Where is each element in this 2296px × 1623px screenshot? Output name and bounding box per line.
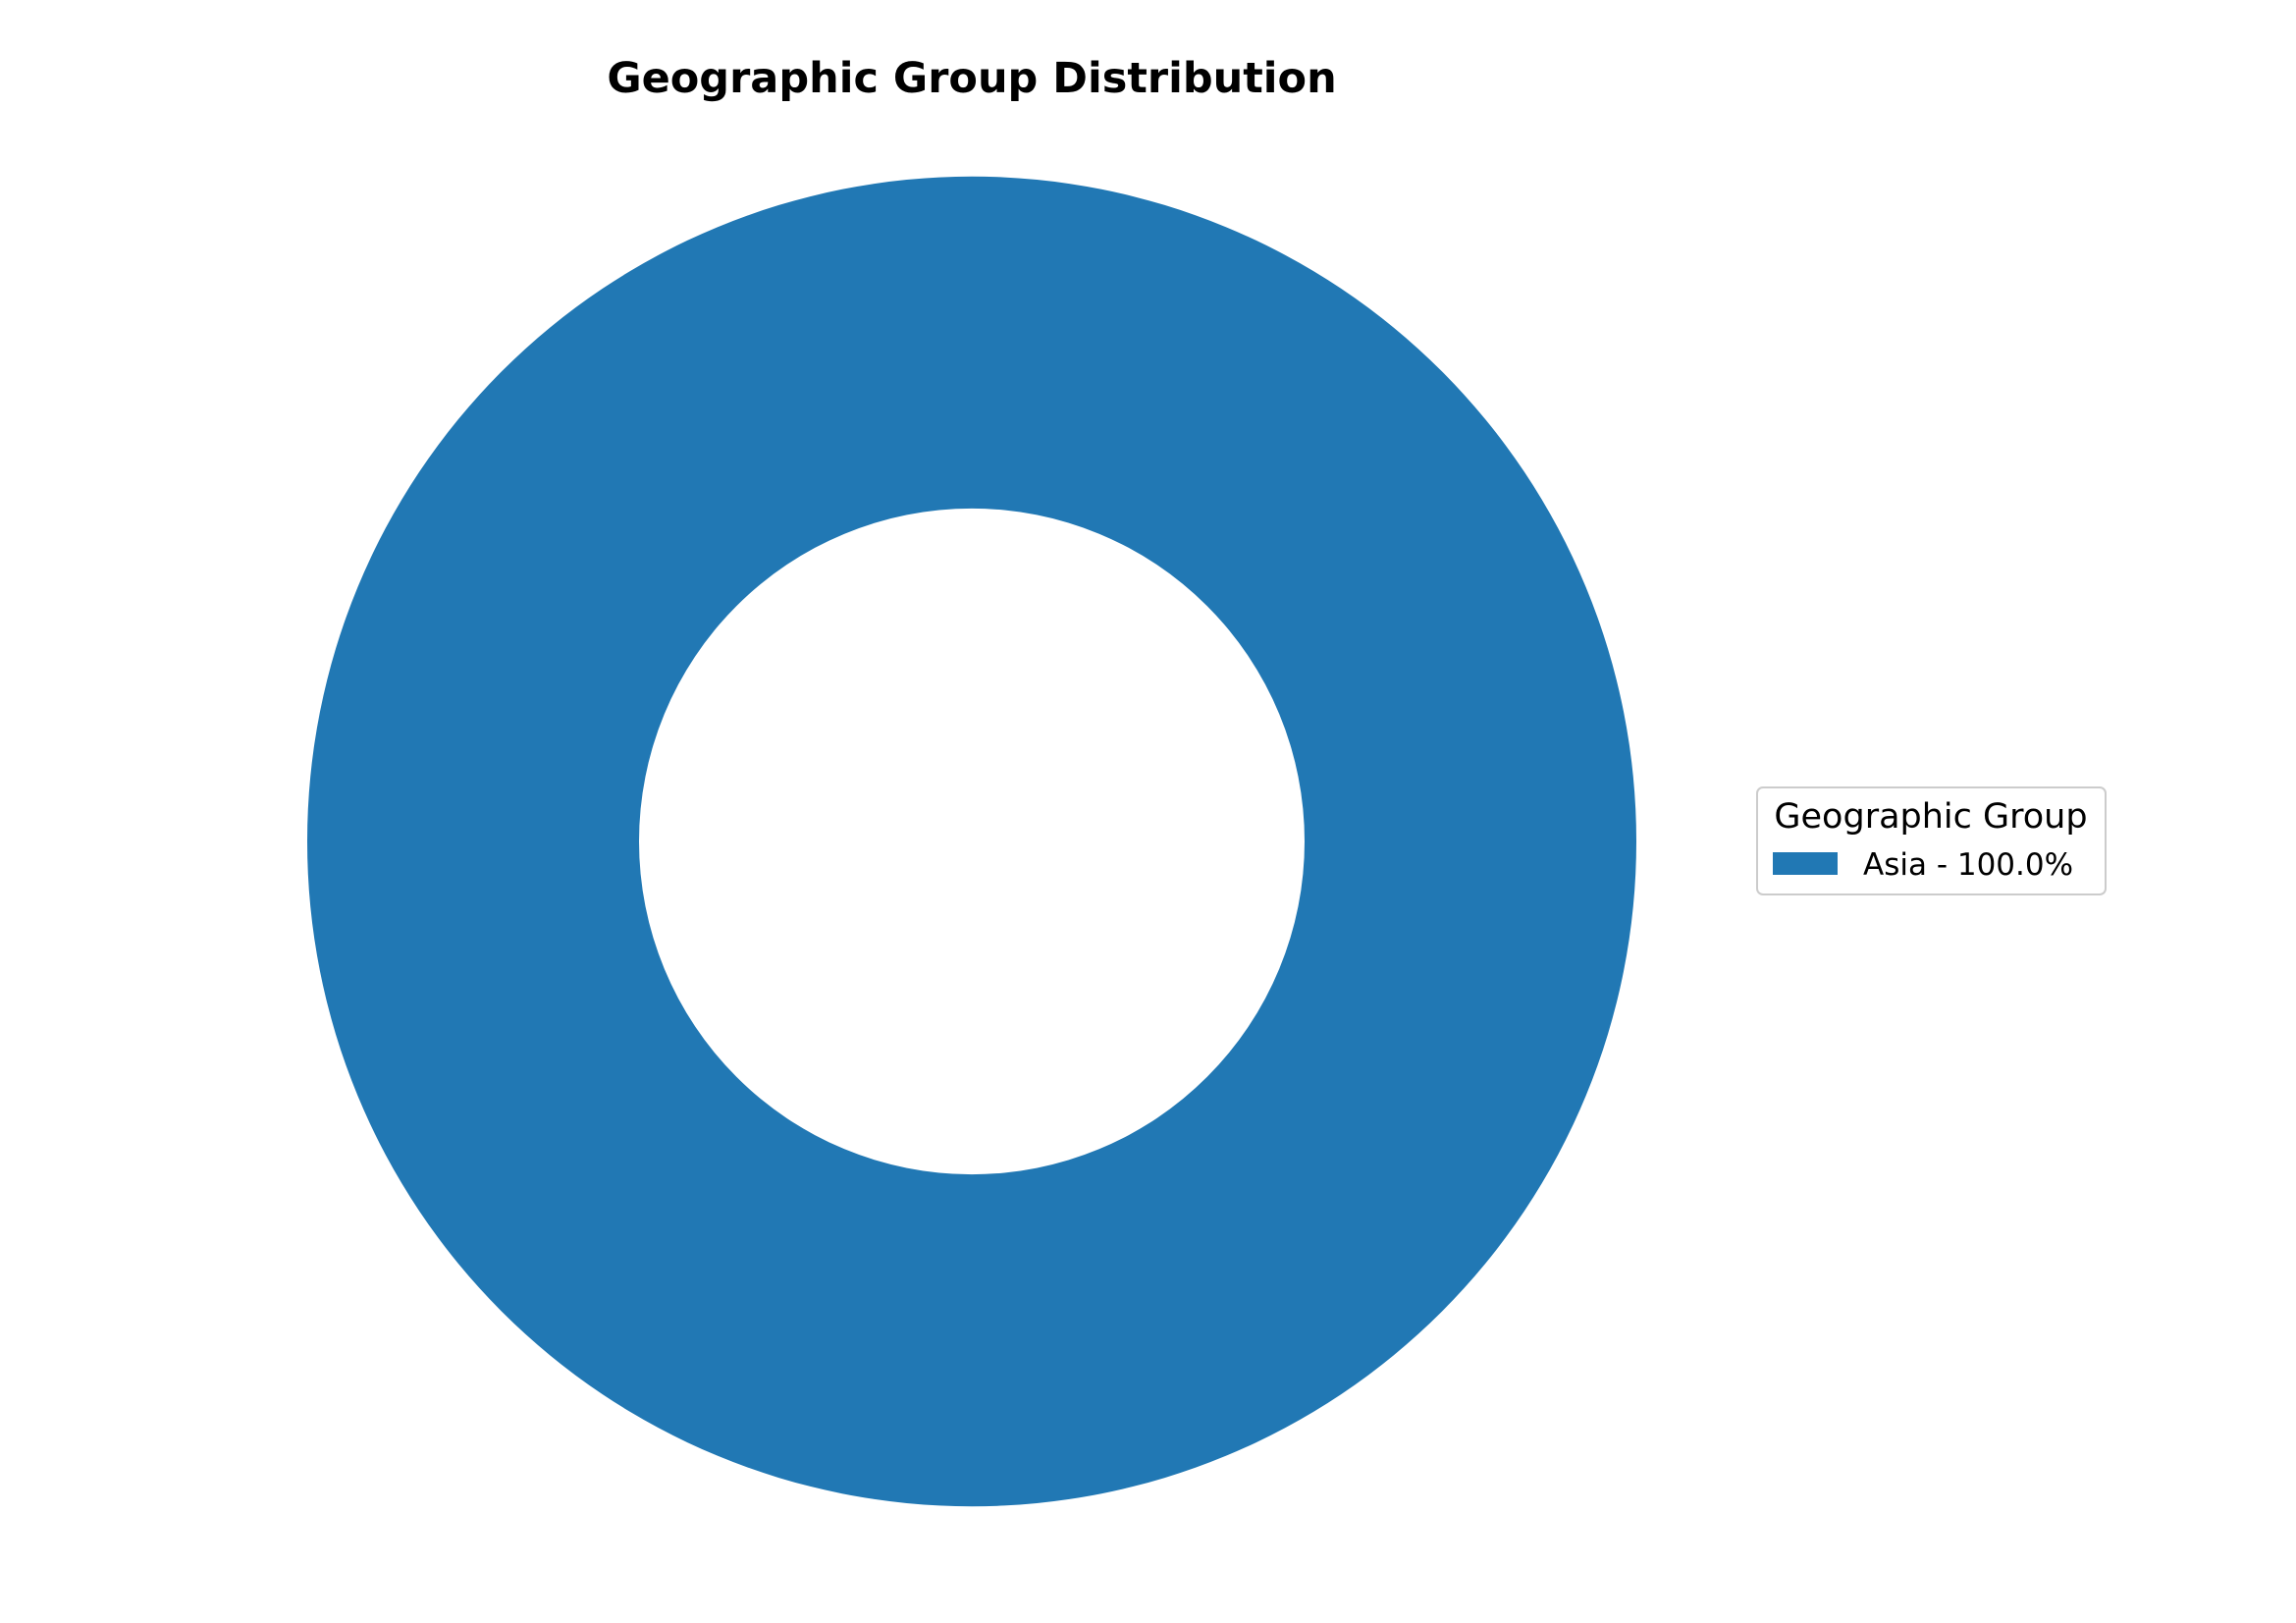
legend: Geographic Group Asia - 100.0% [1756, 786, 2107, 895]
legend-box [1756, 786, 2107, 895]
slice-asia [306, 176, 1637, 1507]
legend-label-asia: Asia - 100.0% [1863, 847, 2073, 883]
legend-items: Asia - 100.0% [1773, 847, 2073, 883]
donut-slices [306, 176, 1637, 1507]
legend-title: Geographic Group [1774, 797, 2087, 837]
legend-swatch-asia [1773, 852, 1838, 875]
chart-title: Geographic Group Distribution [607, 54, 1336, 103]
